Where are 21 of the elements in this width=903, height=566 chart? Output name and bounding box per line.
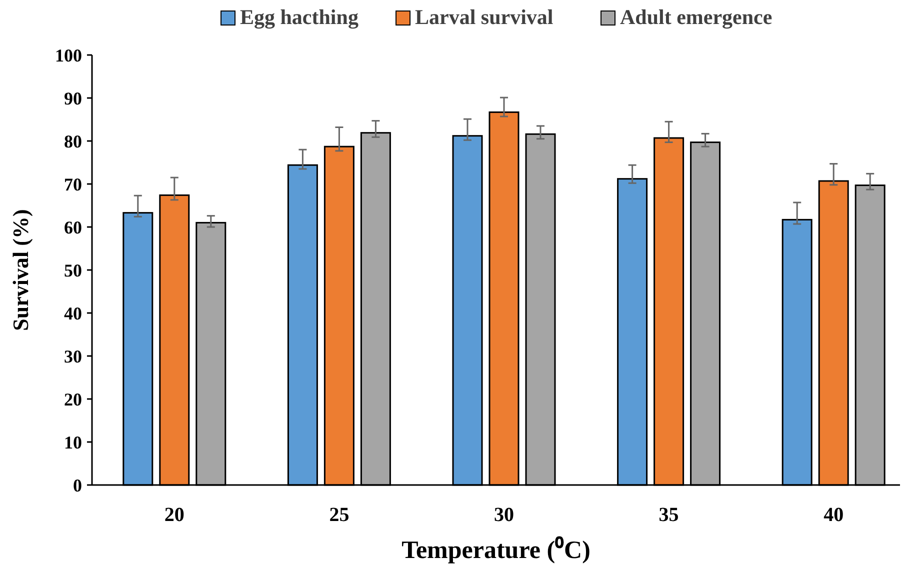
- x-tick-label: 25: [329, 504, 350, 526]
- y-tick-label: 30: [64, 346, 82, 366]
- y-tick-label: 90: [64, 88, 82, 108]
- y-tick-label: 70: [64, 174, 82, 194]
- x-tick-label: 35: [658, 504, 679, 526]
- x-tick-label: 40: [824, 504, 844, 526]
- legend-label: Larval survival: [415, 5, 554, 29]
- y-tick-label: 60: [64, 217, 82, 238]
- legend-label: Egg hacthing: [240, 5, 359, 29]
- legend-label: Adult emergence: [620, 5, 772, 29]
- y-tick-label: 50: [64, 260, 82, 280]
- y-tick-label: 10: [64, 432, 82, 452]
- y-axis-title: Survival (%): [8, 209, 33, 331]
- x-axis-title: Temperature (⁰C): [402, 536, 590, 564]
- x-tick-label: 30: [494, 504, 514, 526]
- y-tick-label: 100: [55, 45, 82, 66]
- x-tick-label: 20: [164, 504, 184, 526]
- y-tick-label: 80: [64, 131, 82, 152]
- y-tick-label: 40: [64, 303, 82, 324]
- y-tick-label: 20: [64, 389, 82, 410]
- y-tick-label: 0: [73, 475, 82, 496]
